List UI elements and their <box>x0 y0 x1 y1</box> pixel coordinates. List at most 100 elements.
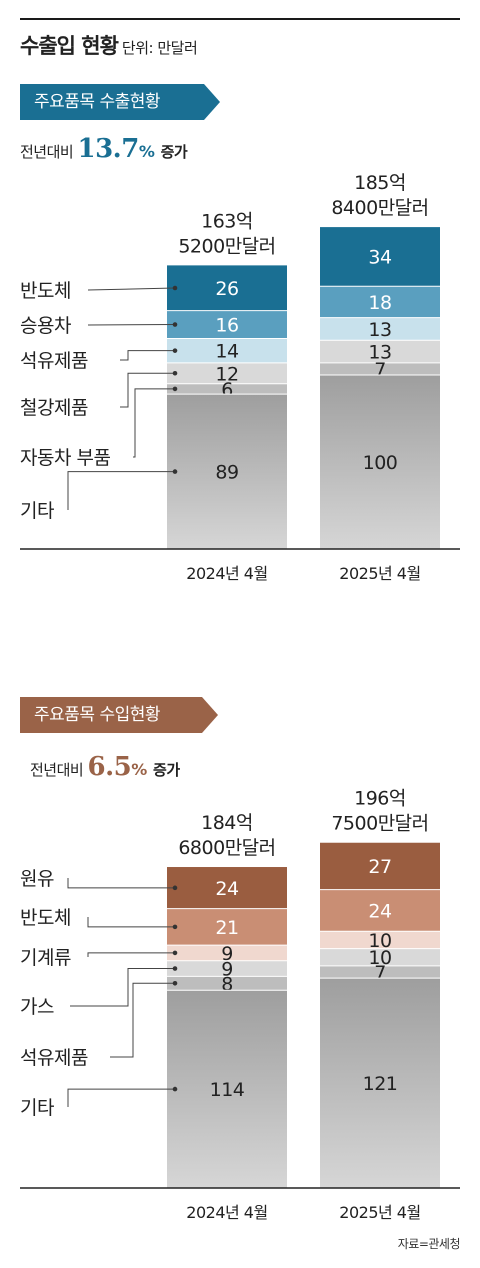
bar-segment <box>320 842 440 890</box>
leader-dot <box>172 386 178 392</box>
data-label: 13 <box>368 319 391 341</box>
import-growth-prefix: 전년대비 <box>30 761 84 779</box>
leader-dot <box>172 469 178 474</box>
data-label: 89 <box>215 462 238 484</box>
leader-dot <box>172 322 178 327</box>
export-growth: 전년대비 13.7% 증가 <box>20 134 188 164</box>
data-label: 14 <box>215 341 239 363</box>
title-text: 수출입 현황 <box>20 34 119 58</box>
total-label: 163억 <box>201 210 253 232</box>
data-label: 24 <box>368 900 392 922</box>
export-banner-text: 주요품목 수출현황 <box>34 92 161 112</box>
bar-segment <box>320 948 440 966</box>
category-label: 2024년 4월 <box>186 564 267 583</box>
data-label: 24 <box>215 878 239 900</box>
data-label: 27 <box>368 856 391 878</box>
series-label: 자동차 부품 <box>20 447 110 469</box>
leader-line <box>110 982 175 1058</box>
data-label: 16 <box>215 315 238 337</box>
series-label: 기계류 <box>20 947 71 969</box>
page-title: 수출입 현황 단위: 만달러 <box>20 30 198 60</box>
leader-dot <box>172 950 178 956</box>
series-label: 반도체 <box>20 907 71 929</box>
leader-dot <box>172 924 178 930</box>
bar-segment <box>320 931 440 949</box>
bar-segment <box>167 310 287 339</box>
leader-line <box>70 968 175 1007</box>
series-label: 승용차 <box>20 315 71 337</box>
category-label: 2024년 4월 <box>186 1203 267 1222</box>
leader-line <box>67 878 175 889</box>
data-label: 10 <box>368 947 391 969</box>
leader-line <box>87 287 176 291</box>
leader-line <box>67 1088 175 1107</box>
leader-line <box>133 388 175 458</box>
data-label: 21 <box>215 917 238 939</box>
series-label: 가스 <box>20 996 54 1018</box>
total-label: 8400만달러 <box>331 197 428 219</box>
data-label: 26 <box>215 278 238 300</box>
data-label: 114 <box>210 1079 245 1101</box>
export-growth-pct: % <box>138 142 155 161</box>
export-growth-word: 증가 <box>160 143 188 161</box>
total-label: 184억 <box>201 812 253 834</box>
total-label: 185억 <box>354 172 406 194</box>
bar-segment <box>320 978 440 1188</box>
bar-segment <box>167 362 287 384</box>
data-label: 34 <box>368 247 392 269</box>
data-label: 18 <box>368 292 391 314</box>
bar-segment <box>320 965 440 979</box>
top-rule <box>20 18 460 20</box>
leader-dot <box>172 966 178 971</box>
bar-segment <box>167 976 287 991</box>
bar-segment <box>320 227 440 287</box>
import-growth-pct: % <box>131 760 147 779</box>
leader-dot <box>172 348 178 353</box>
bar-segment <box>320 286 440 318</box>
total-label: 5200만달러 <box>178 235 275 257</box>
series-label: 철강제품 <box>20 397 88 419</box>
import-banner-text: 주요품목 수입현황 <box>34 705 161 725</box>
category-label: 2025년 4월 <box>339 564 420 583</box>
series-label: 석유제품 <box>20 350 88 372</box>
import-growth: 전년대비 6.5% 증가 <box>30 752 180 782</box>
bar-segment <box>320 362 440 375</box>
bar-segment <box>167 338 287 363</box>
bar-segment <box>320 317 440 341</box>
data-label: 12 <box>215 363 238 385</box>
bar-segment <box>167 383 287 395</box>
data-label: 10 <box>368 930 391 952</box>
bar-segment <box>167 908 287 946</box>
leader-line <box>87 952 175 957</box>
leader-dot <box>172 885 178 891</box>
data-label: 100 <box>363 452 398 474</box>
import-growth-word: 증가 <box>153 761 180 779</box>
data-label: 13 <box>368 342 391 364</box>
bar-segment <box>167 867 287 909</box>
leader-dot <box>172 285 178 291</box>
series-label: 기타 <box>20 500 54 522</box>
data-label: 121 <box>363 1073 398 1095</box>
bar-segment <box>167 960 287 977</box>
export-banner: 주요품목 수출현황 <box>20 84 220 120</box>
leader-line <box>120 372 175 408</box>
total-label: 6800만달러 <box>178 837 275 859</box>
leader-line <box>120 350 175 361</box>
export-growth-prefix: 전년대비 <box>20 143 74 161</box>
series-label: 원유 <box>20 868 54 890</box>
bar-segment <box>167 990 287 1188</box>
series-label: 반도체 <box>20 280 71 302</box>
bar-segment <box>167 394 287 549</box>
source-note: 자료=관세청 <box>397 1237 461 1251</box>
import-chart: 24 21 9 9 8 114 184억 6800만달러 2024년 4월 27 24 10 10 7 12… <box>0 610 480 1230</box>
bar-segment <box>320 375 440 549</box>
total-label: 196억 <box>354 788 406 810</box>
leader-line <box>67 471 175 510</box>
bar-segment <box>320 889 440 932</box>
export-growth-value: 13.7 <box>77 134 139 164</box>
data-label: 9 <box>221 943 233 965</box>
leader-line <box>87 917 175 928</box>
series-label: 석유제품 <box>20 1047 88 1069</box>
